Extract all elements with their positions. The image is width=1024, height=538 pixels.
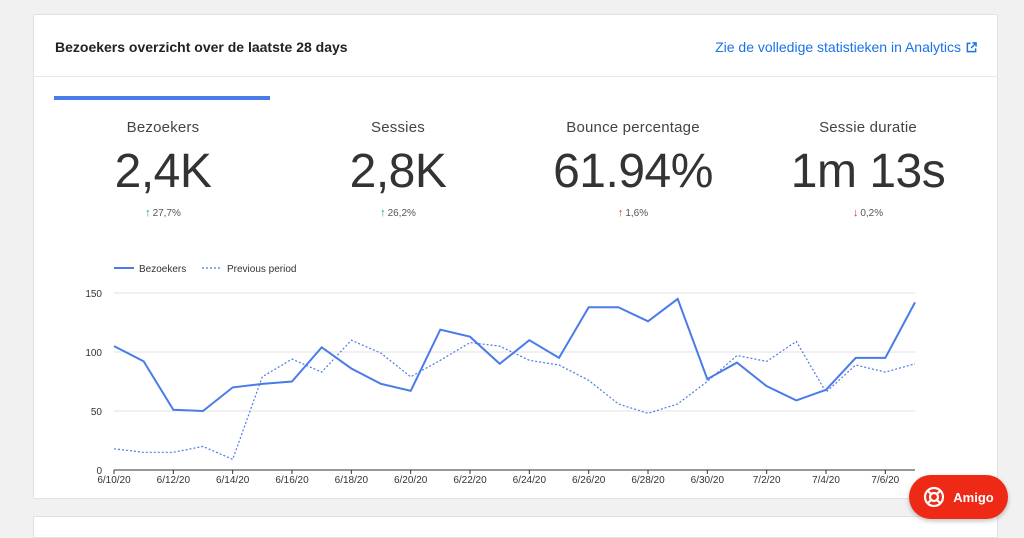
amigo-button[interactable]: Amigo <box>909 475 1008 519</box>
x-tick-label: 6/26/20 <box>572 475 606 486</box>
metric-change-value: 1,6% <box>625 207 649 219</box>
metric-sessies[interactable]: Sessies 2,8K ↑ 26,2% <box>283 119 513 219</box>
series-line-previous-period <box>113 339 916 461</box>
card-title: Bezoekers overzicht over de laatste 28 d… <box>55 39 348 55</box>
metric-value: 2,8K <box>349 145 447 198</box>
next-card <box>33 516 998 538</box>
x-tick-label: 6/22/20 <box>453 475 487 486</box>
y-tick-label: 50 <box>91 407 103 418</box>
metric-label: Sessies <box>371 119 425 136</box>
x-tick-label: 6/16/20 <box>275 475 309 486</box>
metric-change-value: 27,7% <box>152 207 181 219</box>
x-tick-label: 7/4/20 <box>812 475 840 486</box>
legend-label: Bezoekers <box>139 264 186 275</box>
active-tab-indicator <box>54 96 270 100</box>
metric-label: Bounce percentage <box>566 119 700 136</box>
line-chart: 0 50 100 150 6/10/20 6/12/20 6/14/20 6/16/20 6/1… <box>85 264 916 486</box>
arrow-up-icon: ↑ <box>145 207 151 219</box>
lifebuoy-icon <box>924 486 945 508</box>
metric-bounce-percentage[interactable]: Bounce percentage 61.94% ↑ 1,6% <box>518 119 748 219</box>
y-tick-label: 0 <box>96 466 102 477</box>
analytics-link-label: Zie de volledige statistieken in Analyti… <box>715 39 961 55</box>
visitors-chart: 0 50 100 150 6/10/20 6/12/20 6/14/20 6/16/20 6/1… <box>34 253 997 488</box>
x-tick-label: 7/6/20 <box>871 475 899 486</box>
metric-bezoekers[interactable]: Bezoekers 2,4K ↑ 27,7% <box>48 119 278 219</box>
metric-label: Sessie duratie <box>819 119 917 136</box>
x-tick-label: 6/12/20 <box>157 475 191 486</box>
arrow-up-icon: ↑ <box>380 207 386 219</box>
x-tick-label: 7/2/20 <box>753 475 781 486</box>
external-link-icon <box>966 41 977 52</box>
x-tick-label: 6/18/20 <box>335 475 369 486</box>
x-tick-label: 6/30/20 <box>691 475 725 486</box>
x-tick-label: 6/20/20 <box>394 475 428 486</box>
metric-change: ↑ 27,7% <box>48 207 278 219</box>
arrow-down-icon: ↓ <box>852 207 859 219</box>
metric-value: 61.94% <box>553 145 713 198</box>
analytics-link[interactable]: Zie de volledige statistieken in Analyti… <box>715 39 977 55</box>
x-tick-label: 6/28/20 <box>631 475 665 486</box>
x-tick-label: 6/24/20 <box>513 475 547 486</box>
y-tick-label: 150 <box>85 289 102 300</box>
metric-sessie-duratie[interactable]: Sessie duratie 1m 13s ↓ 0,2% <box>753 119 983 219</box>
amigo-label: Amigo <box>953 489 994 505</box>
series-line-bezoekers <box>113 297 916 413</box>
metric-change-value: 0,2% <box>860 207 884 219</box>
metric-label: Bezoekers <box>126 119 200 136</box>
metric-change: ↓ 0,2% <box>753 207 983 219</box>
x-tick-label: 6/10/20 <box>97 475 131 486</box>
metric-value: 2,4K <box>114 145 212 198</box>
visitors-overview-card: Bezoekers overzicht over de laatste 28 d… <box>33 14 998 499</box>
x-tick-label: 6/14/20 <box>216 475 250 486</box>
card-header: Bezoekers overzicht over de laatste 28 d… <box>34 15 997 77</box>
metric-change: ↑ 1,6% <box>518 207 748 219</box>
metric-change-value: 26,2% <box>387 207 416 219</box>
metric-value: 1m 13s <box>790 145 946 198</box>
y-tick-label: 100 <box>85 348 102 359</box>
legend-label: Previous period <box>227 264 296 275</box>
arrow-up-icon: ↑ <box>617 207 624 219</box>
metric-change: ↑ 26,2% <box>283 207 513 219</box>
